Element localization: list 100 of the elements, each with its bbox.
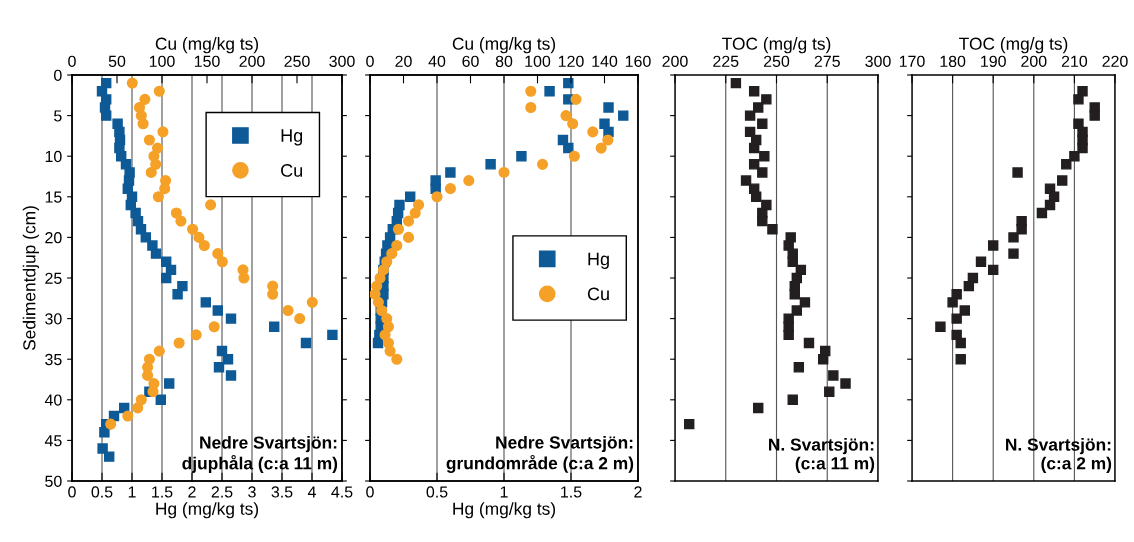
x-tick-label: 0 (366, 486, 374, 498)
x-tick-label: 3.5 (271, 486, 293, 498)
point (1036, 207, 1048, 219)
x-tick-label: 0.5 (91, 486, 113, 498)
point (748, 159, 760, 170)
point (150, 248, 162, 259)
point (750, 191, 762, 203)
legend-label: Hg (281, 129, 303, 146)
point (225, 370, 237, 381)
x-tick-label: 0 (68, 486, 76, 498)
x-tick-label: 200 (1021, 55, 1047, 67)
point (951, 329, 962, 341)
point (372, 337, 384, 349)
point (730, 77, 742, 89)
point (975, 256, 987, 267)
x-axis-title: TOC (mg/g ts) (959, 37, 1068, 54)
point (99, 427, 110, 438)
x2-axis-title: Cu (mg/kg ts) (452, 37, 556, 54)
point (799, 297, 811, 308)
x-tick-label: 180 (940, 55, 966, 67)
point (1073, 118, 1084, 129)
point (544, 86, 555, 97)
x2-tick-label: 20 (395, 55, 412, 67)
point (155, 394, 167, 406)
legend-label: Hg (588, 252, 609, 269)
point (684, 418, 695, 430)
y-axis-title: Sedimentdjup (cm) (22, 206, 39, 351)
point (603, 102, 614, 113)
point (783, 329, 794, 341)
point (430, 183, 441, 194)
x2-tick-label: 140 (592, 55, 618, 67)
point (163, 378, 175, 389)
point (200, 297, 212, 308)
point (947, 297, 958, 308)
point (563, 142, 574, 154)
point (767, 224, 778, 235)
y-tick-label: 35 (45, 353, 62, 366)
point (753, 102, 764, 113)
x-tick-label: 275 (814, 55, 840, 67)
point (824, 386, 835, 397)
x-tick-label: 190 (981, 55, 1006, 67)
point (1008, 232, 1019, 243)
x-tick-label: 4.5 (331, 486, 353, 498)
x-tick-label: 210 (1061, 55, 1088, 67)
point (300, 337, 312, 349)
point (744, 110, 756, 121)
x2-tick-label: 80 (495, 55, 513, 67)
point (791, 305, 803, 316)
point (222, 353, 234, 365)
point (787, 256, 798, 267)
point (1069, 150, 1080, 162)
point (160, 272, 172, 284)
x-tick-label: 1.5 (561, 486, 582, 498)
y-tick-label: 20 (45, 232, 62, 244)
point (485, 159, 496, 170)
point (1061, 159, 1072, 170)
point (100, 110, 112, 121)
x2-tick-label: 100 (149, 55, 175, 67)
point (748, 86, 760, 97)
point (268, 321, 280, 332)
x-tick-label: 2.5 (211, 486, 233, 498)
y-tick-label: 50 (45, 475, 62, 487)
x-tick-label: 2 (634, 486, 642, 498)
y-tick-label: 25 (45, 272, 62, 284)
point (955, 353, 966, 365)
point (1008, 248, 1019, 259)
point (404, 191, 416, 203)
x-tick-label: 4 (307, 486, 316, 498)
point (563, 77, 574, 89)
point (1077, 142, 1088, 154)
point (122, 183, 134, 194)
point (140, 232, 152, 243)
y-tick-label: 45 (44, 435, 62, 447)
point (1089, 110, 1100, 121)
y-tick-label: 5 (54, 110, 62, 122)
y-tick-label: 10 (45, 150, 62, 163)
point (225, 313, 237, 324)
point (1057, 175, 1068, 186)
x-tick-label: 250 (763, 55, 790, 67)
point (783, 313, 794, 324)
point (955, 337, 966, 349)
point (1012, 167, 1023, 178)
point (789, 289, 800, 300)
point (97, 443, 108, 454)
point (761, 94, 772, 105)
x2-tick-label: 150 (194, 55, 220, 67)
point (213, 362, 225, 373)
x-tick-label: 220 (1102, 55, 1128, 67)
point (757, 215, 768, 227)
point (951, 313, 962, 324)
point (787, 394, 798, 406)
point (793, 362, 805, 373)
point (103, 451, 115, 462)
x-axis-title: Hg (mg/kg ts) (453, 502, 556, 519)
point (759, 150, 770, 162)
point (987, 240, 999, 251)
point (1044, 183, 1056, 194)
x-tick-label: 1 (500, 486, 508, 498)
point (757, 118, 768, 129)
y-tick-label: 15 (45, 191, 62, 203)
